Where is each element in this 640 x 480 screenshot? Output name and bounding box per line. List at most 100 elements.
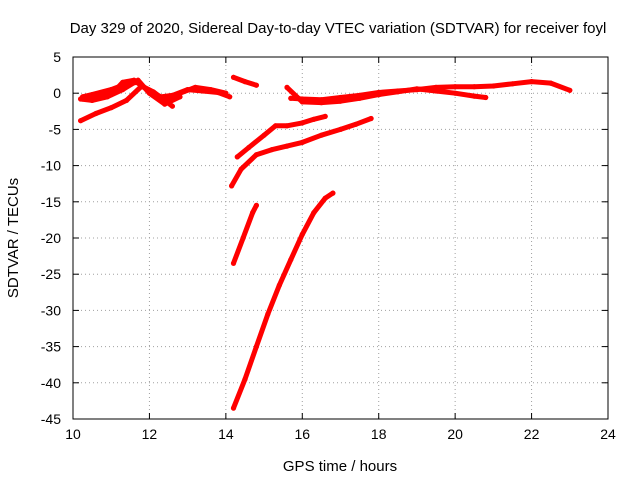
- data-point: [276, 282, 282, 288]
- data-point: [490, 83, 496, 89]
- data-point: [89, 92, 95, 98]
- y-tick-label: -30: [41, 302, 61, 318]
- y-tick-label: -45: [41, 411, 61, 427]
- series-line: [284, 84, 489, 106]
- y-axis-label: SDTVAR / TECUs: [5, 178, 22, 298]
- y-tick-label: -40: [41, 375, 61, 391]
- data-point: [253, 82, 259, 88]
- data-point: [567, 87, 573, 93]
- data-point: [272, 123, 279, 129]
- y-tick-label: -10: [41, 158, 61, 174]
- x-tick-label: 14: [218, 426, 234, 442]
- data-point: [311, 116, 317, 122]
- x-tick-label: 24: [600, 426, 616, 442]
- y-tick-label: -20: [41, 230, 61, 246]
- data-point: [177, 94, 183, 100]
- data-point: [284, 143, 290, 149]
- axis-ticks: 10 12 14 16 18 20 22 24 5 0 -5 -10 -15 -20 -25 -30 -35 -4…: [41, 49, 616, 442]
- y-tick-label: -5: [49, 121, 62, 137]
- data-point: [192, 84, 198, 90]
- data-point: [353, 121, 359, 127]
- data-point: [108, 105, 114, 111]
- data-point: [284, 84, 290, 90]
- data-point: [395, 89, 401, 95]
- data-point: [177, 90, 183, 96]
- x-tick-label: 20: [447, 426, 463, 442]
- data-point: [471, 84, 477, 90]
- data-point: [433, 88, 439, 94]
- x-tick-label: 12: [142, 426, 158, 442]
- data-point: [311, 210, 317, 216]
- data-point: [337, 98, 344, 104]
- y-tick-label: -25: [41, 266, 61, 282]
- chart-title: Day 329 of 2020, Sidereal Day-to-day VTE…: [70, 20, 607, 37]
- data-point: [299, 139, 305, 145]
- x-tick-label: 10: [65, 426, 81, 442]
- data-point: [104, 94, 110, 100]
- data-point: [322, 195, 328, 201]
- data-point: [288, 257, 294, 263]
- y-tick-label: 0: [53, 85, 61, 101]
- data-point: [376, 92, 382, 98]
- data-point: [246, 144, 252, 151]
- series-s11: [230, 190, 336, 411]
- x-tick-label: 18: [371, 426, 387, 442]
- data-point: [452, 90, 458, 96]
- data-point: [414, 86, 420, 92]
- data-point: [234, 154, 240, 160]
- data-point: [483, 94, 489, 101]
- data-point: [318, 132, 324, 138]
- data-point: [89, 97, 95, 103]
- data-point: [299, 120, 305, 126]
- series-s10: [230, 202, 259, 266]
- y-tick-label: -15: [41, 194, 61, 210]
- data-point: [93, 110, 99, 117]
- data-point: [230, 260, 237, 266]
- data-point: [288, 95, 294, 101]
- grid: [73, 57, 608, 419]
- data-series: [78, 74, 573, 411]
- data-point: [471, 93, 477, 99]
- data-point: [238, 166, 244, 172]
- series-s4: [78, 77, 183, 107]
- series-line: [231, 202, 259, 266]
- data-point: [162, 101, 168, 107]
- data-point: [230, 74, 237, 80]
- data-point: [120, 87, 126, 93]
- series-s9: [229, 115, 374, 189]
- data-point: [242, 376, 248, 382]
- data-point: [169, 103, 175, 109]
- y-tick-label: -35: [41, 339, 61, 355]
- data-point: [240, 235, 246, 241]
- data-point: [242, 79, 248, 85]
- data-point: [123, 97, 130, 103]
- data-point: [253, 152, 259, 158]
- data-point: [78, 118, 84, 124]
- data-point: [208, 87, 214, 93]
- data-point: [452, 84, 458, 90]
- y-tick-label: 5: [53, 49, 61, 65]
- data-point: [250, 210, 256, 216]
- x-tick-label: 22: [524, 426, 540, 442]
- x-axis-label: GPS time / hours: [283, 458, 397, 475]
- data-point: [318, 100, 324, 106]
- data-point: [322, 113, 328, 119]
- data-point: [299, 99, 305, 105]
- data-point: [261, 132, 267, 138]
- data-point: [509, 81, 516, 87]
- data-point: [253, 344, 259, 350]
- series-line: [231, 190, 336, 411]
- data-point: [253, 202, 259, 208]
- data-point: [78, 96, 84, 102]
- data-point: [146, 90, 152, 96]
- data-point: [357, 95, 363, 101]
- data-point: [337, 126, 344, 132]
- data-point: [108, 87, 114, 93]
- data-point: [330, 190, 336, 196]
- data-point: [135, 77, 141, 83]
- series-s8: [234, 113, 328, 160]
- data-point: [299, 231, 305, 237]
- series-s5: [230, 74, 259, 88]
- data-point: [227, 94, 233, 100]
- data-point: [529, 79, 535, 85]
